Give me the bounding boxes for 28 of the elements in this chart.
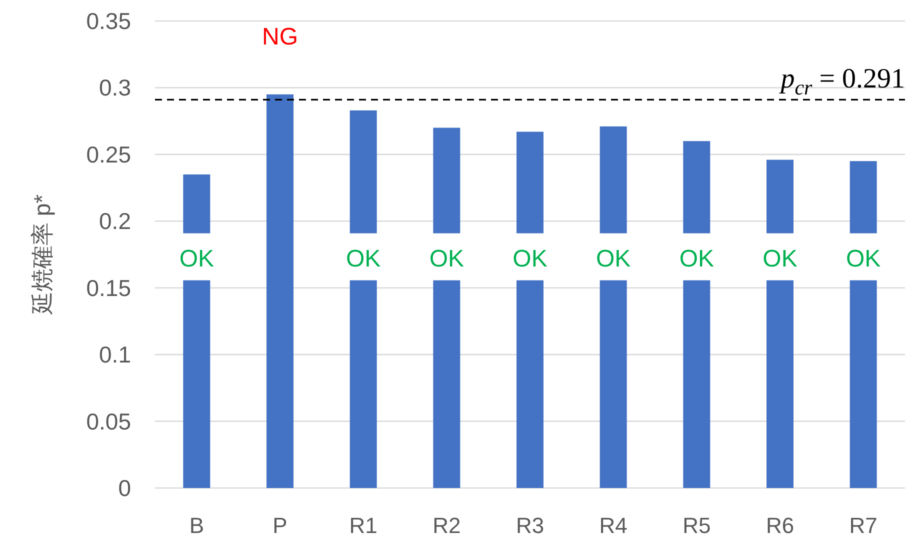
y-tick-label: 0.1 — [99, 342, 131, 368]
x-tick-label: R4 — [599, 513, 628, 538]
annotation: OK — [346, 245, 381, 272]
y-tick-label: 0.15 — [86, 274, 131, 301]
x-tick-label: R5 — [682, 513, 711, 538]
annotation: OK — [512, 245, 548, 272]
x-tick-label: R7 — [849, 513, 878, 538]
annotation: OK — [846, 245, 881, 272]
annotation: OK — [762, 245, 798, 272]
annotation: OK — [596, 245, 631, 272]
annotation: OK — [679, 245, 714, 272]
x-tick-label: R1 — [349, 513, 378, 538]
x-tick-label: P — [272, 513, 288, 538]
y-tick-label: 0.25 — [86, 141, 131, 168]
x-tick-label: R2 — [432, 513, 461, 538]
y-tick-label: 0.05 — [86, 408, 131, 434]
y-tick-label: 0 — [118, 475, 131, 501]
x-tick-label: B — [189, 513, 204, 538]
y-tick-label: 0.35 — [86, 8, 131, 34]
annotation: OK — [179, 245, 214, 272]
x-tick-label: R6 — [766, 513, 794, 538]
y-tick-label: 0.3 — [99, 74, 131, 101]
annotation: NG — [262, 23, 298, 50]
y-tick-label: 0.2 — [99, 208, 131, 234]
y-axis-title: 延焼確率 p* — [29, 194, 55, 316]
annotation: OK — [429, 245, 464, 272]
ref-line-label: p$_{cr}$ = 0.291 — [778, 64, 905, 100]
x-tick-label: R3 — [516, 513, 544, 538]
